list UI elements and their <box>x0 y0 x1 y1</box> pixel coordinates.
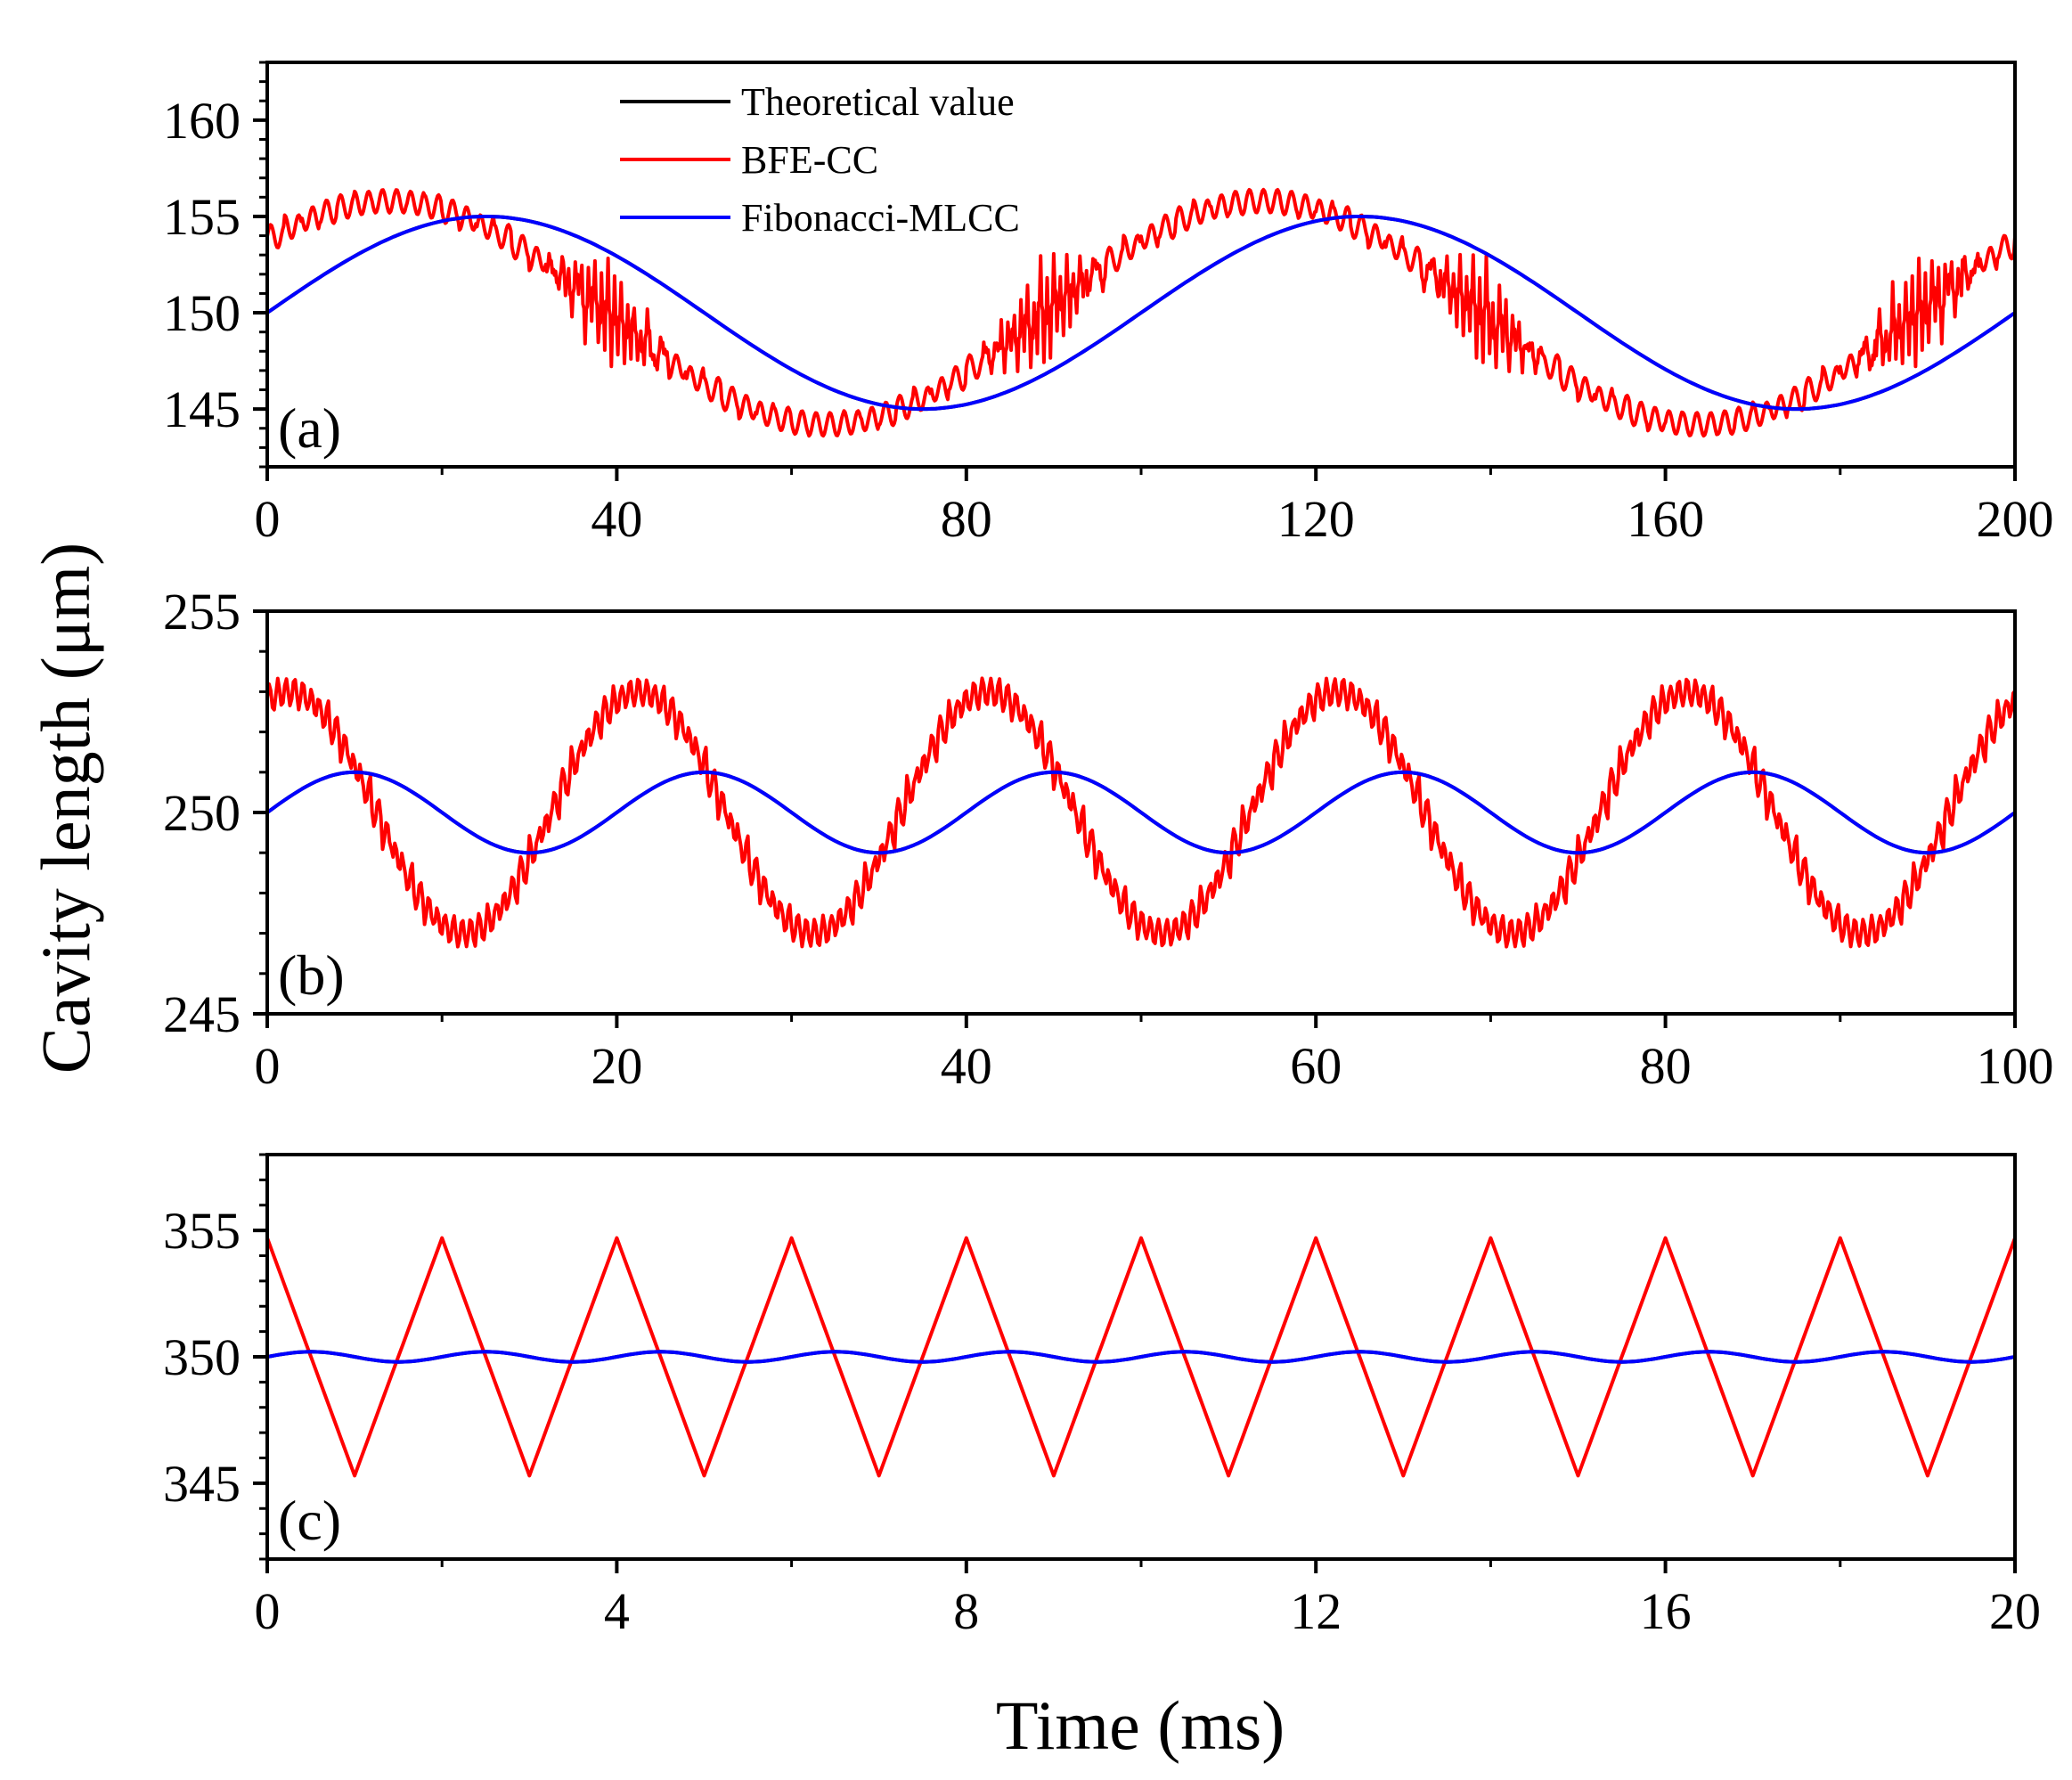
x-tick-label: 120 <box>1277 490 1355 548</box>
x-axis-title: Time (ms) <box>996 1686 1285 1764</box>
legend-label: Fibonacci-MLCC <box>741 196 1020 240</box>
y-axis-title: Cavity length (μm) <box>27 543 104 1074</box>
y-tick-label: 245 <box>163 985 241 1043</box>
panel-label: (a) <box>278 396 341 460</box>
series-line-bfe-cc <box>267 187 2015 438</box>
x-tick-label: 20 <box>1989 1582 2041 1640</box>
x-tick-label: 200 <box>1977 490 2054 548</box>
y-tick-label: 155 <box>163 188 241 246</box>
series-line-bfe-cc <box>267 676 2015 949</box>
panel-label: (c) <box>278 1489 341 1552</box>
panel-3: 0 4 8 12 16 20 345 350 355 (c) <box>163 1153 2041 1640</box>
x-tick-label: 0 <box>255 490 281 548</box>
x-tick-label: 80 <box>1640 1037 1692 1095</box>
panel-2: 0 20 40 60 80 100 245 250 255 (b) <box>163 583 2054 1095</box>
x-tick-label: 0 <box>255 1037 281 1095</box>
x-tick-label: 16 <box>1640 1582 1692 1640</box>
series-line-fibonacci-mlcc <box>267 770 2015 855</box>
series-line-fibonacci-mlcc <box>267 215 2015 412</box>
legend-label: Theoretical value <box>741 80 1015 124</box>
x-tick-label: 160 <box>1627 490 1704 548</box>
y-tick-label: 350 <box>163 1328 241 1386</box>
panel-label: (b) <box>278 943 345 1007</box>
x-tick-label: 0 <box>255 1582 281 1640</box>
panel-1: 0 40 80 120 160 200 145 150 155 160 (a) <box>163 61 2054 548</box>
x-tick-label: 12 <box>1290 1582 1342 1640</box>
x-tick-label: 4 <box>604 1582 630 1640</box>
x-tick-label: 40 <box>591 490 642 548</box>
x-tick-label: 40 <box>941 1037 992 1095</box>
legend-label: BFE-CC <box>741 138 878 182</box>
series-line-bfe-cc <box>267 1236 2015 1478</box>
y-tick-label: 145 <box>163 380 241 438</box>
x-tick-label: 20 <box>591 1037 642 1095</box>
y-tick-label: 150 <box>163 284 241 342</box>
x-tick-label: 8 <box>953 1582 979 1640</box>
x-tick-label: 80 <box>941 490 992 548</box>
x-tick-label: 60 <box>1290 1037 1342 1095</box>
y-tick-label: 345 <box>163 1455 241 1513</box>
y-tick-label: 255 <box>163 583 241 641</box>
series-line-fibonacci-mlcc <box>267 1350 2015 1364</box>
x-tick-label: 100 <box>1977 1037 2054 1095</box>
y-tick-label: 355 <box>163 1202 241 1260</box>
y-tick-label: 160 <box>163 92 241 150</box>
y-tick-label: 250 <box>163 784 241 842</box>
legend: Theoretical value BFE-CC Fibonacci-MLCC <box>620 80 1020 240</box>
